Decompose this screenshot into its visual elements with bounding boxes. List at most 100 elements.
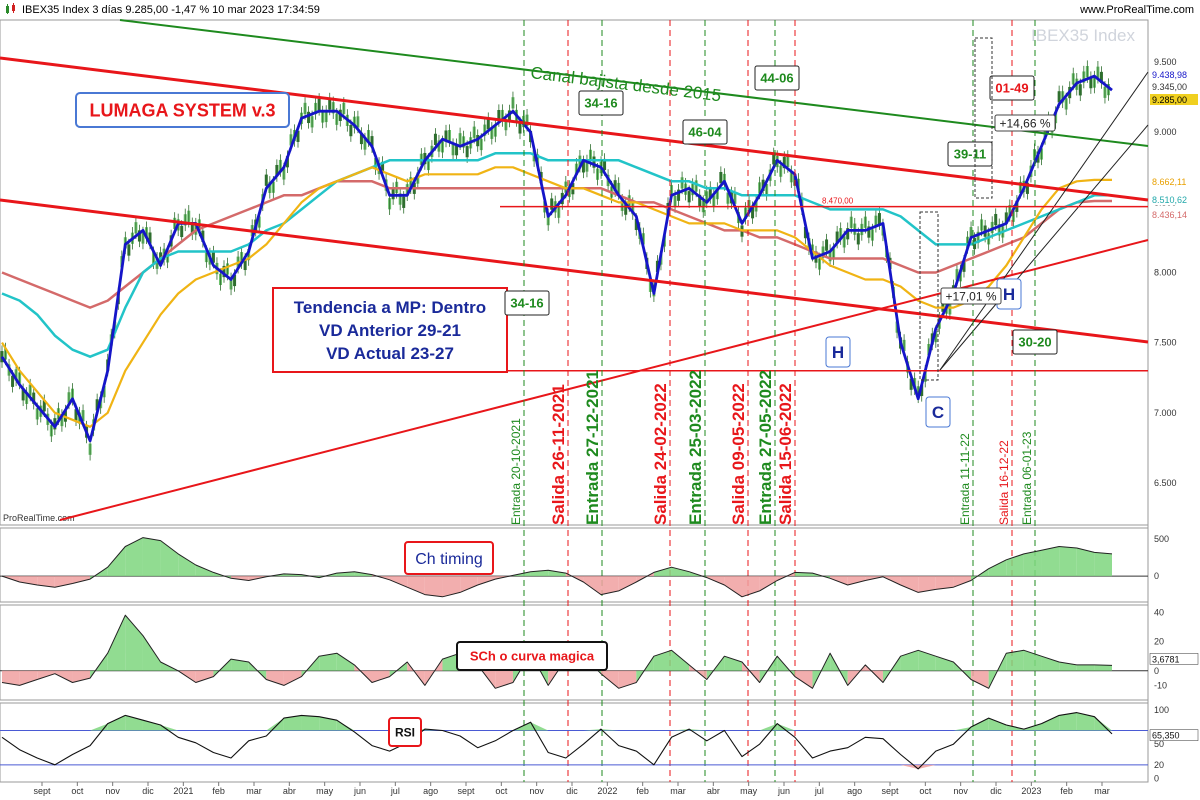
price-label-bg (1150, 81, 1198, 92)
ma-short-line (1, 166, 1112, 428)
ma-long-line (1, 180, 1112, 309)
pct-gain-box-frame (994, 114, 1056, 132)
rsi-line (1, 712, 1113, 770)
rsi-overbought-fill (1041, 715, 1060, 731)
ch-timing-area-segment (548, 570, 566, 577)
sch-area-segment (1041, 656, 1060, 671)
rsi-overbought-fill (689, 729, 707, 731)
sch-area-segment (706, 656, 725, 680)
instrument-title: IBEX35 Index 3 días 9.285,00 -1,47 % 10 … (22, 4, 320, 16)
cycle-letter-box-frame (825, 336, 851, 368)
ch-timing-area-segment (900, 576, 919, 593)
pct-gain-box-frame (940, 287, 1002, 305)
measure-rect (919, 211, 939, 381)
signal-count-box: 39-11 (947, 141, 993, 167)
sch-area-segment (319, 653, 337, 671)
sch-area-segment (794, 670, 813, 689)
system-title-box: LUMAGA SYSTEM v.3 (75, 92, 290, 128)
sch-axis-tick: -10 (1154, 680, 1167, 690)
cycle-letter-box-text: H (1003, 285, 1015, 304)
system-title-box-frame (75, 92, 290, 128)
ch-timing-area-segment (37, 576, 55, 588)
x-axis-tick-label: may (740, 786, 758, 796)
rsi-overbought-fill (530, 722, 549, 731)
sch-area-segment (724, 656, 742, 671)
sch-label-box-frame (456, 641, 608, 671)
x-axis-tick-label: oct (495, 786, 508, 796)
price-label: 9.438,98 (1152, 70, 1187, 80)
entry-signal-label: Entrada 11-11-22 (958, 433, 972, 525)
rsi-value-label: 65,350 (1152, 731, 1180, 741)
trend-box-frame (272, 287, 508, 373)
sch-area-segment (142, 635, 161, 671)
channel-label: Canal bajista desde 2015 (530, 63, 723, 105)
sch-area-segment (1094, 664, 1112, 671)
sch-area-segment (72, 670, 91, 683)
ch-timing-axis-tick: 0 (1154, 571, 1159, 581)
sch-area-segment (195, 670, 214, 683)
entry-signal-label: Entrada 06-01-23 (1020, 431, 1034, 525)
ch-timing-area-segment (477, 576, 496, 585)
sch-area-segment (336, 653, 355, 671)
sch-area-segment (2, 670, 20, 686)
cycle-letter-box: H (825, 336, 851, 368)
entry-signal-label: Entrada 27-12-2021 (583, 370, 602, 525)
x-axis-tick-label: nov (105, 786, 120, 796)
x-axis-tick-label: jul (390, 786, 400, 796)
price-label-bg (1150, 194, 1198, 205)
signal-count-box: 30-20 (1012, 329, 1058, 355)
sch-area-segment (900, 650, 919, 671)
brand-link[interactable]: www.ProRealTime.com (1080, 4, 1194, 16)
pct-gain-box-text: +14,66 % (999, 116, 1050, 130)
x-axis-tick-label: 2023 (1021, 786, 1041, 796)
sch-area-segment (266, 670, 284, 686)
signal-count-box-frame (1012, 329, 1058, 355)
signal-count-box-text: 44-06 (760, 71, 793, 86)
cycle-letter-box-text: C (932, 403, 944, 422)
ch-timing-area-segment (653, 567, 672, 577)
sch-area-segment (918, 650, 936, 671)
trend-box-line: Tendencia a MP: Dentro (294, 298, 486, 317)
sch-area-segment (372, 670, 390, 683)
price-axis-tick: 8.000 (1154, 268, 1177, 278)
rsi-overbought-fill (777, 723, 795, 731)
ch-timing-area-segment (742, 576, 760, 597)
rise-trend-line (939, 71, 1149, 371)
ch-timing-area-segment (988, 559, 1007, 577)
sch-area-segment (1076, 664, 1095, 671)
signal-count-box-frame (989, 75, 1035, 101)
bearish-channel-green-line (119, 19, 1149, 147)
ch-timing-area-segment (1023, 550, 1042, 577)
footer-brand: ProRealTime.com (3, 513, 75, 523)
price-axis-tick: 7.000 (1154, 408, 1177, 418)
sch-area-segment (283, 670, 302, 686)
signal-count-box: 46-04 (682, 119, 728, 145)
x-axis-tick-label: may (316, 786, 334, 796)
x-axis-tick-label: feb (1060, 786, 1073, 796)
sch-value-bg (1149, 653, 1199, 665)
x-axis-tick-label: nov (953, 786, 968, 796)
ch-timing-area-segment (213, 572, 232, 579)
ch-timing-area-segment (107, 546, 126, 577)
ch-timing-area-segment (918, 576, 936, 593)
ch-timing-label-box: Ch timing (404, 541, 494, 575)
rsi-overbought-fill (319, 716, 337, 731)
rsi-label-box-frame (388, 717, 422, 747)
rsi-overbought-fill (160, 724, 179, 731)
price-label-bg (1150, 69, 1198, 80)
rsi-overbought-fill (1094, 716, 1112, 731)
sch-axis-tick: 0 (1154, 666, 1159, 676)
rsi-overbought-fill (601, 729, 619, 731)
signal-count-box-text: 01-49 (995, 81, 1028, 96)
rise-trend-line-2 (939, 124, 1149, 371)
ch-timing-area-segment (759, 576, 778, 591)
level-label: 8.470,00 (822, 197, 854, 206)
sch-area-segment (231, 659, 249, 671)
rsi-value-bg (1149, 729, 1199, 741)
ch-timing-area-segment (724, 576, 742, 597)
ch-timing-area-segment (583, 576, 602, 595)
ch-timing-area-segment (671, 567, 690, 577)
x-axis-tick-label: nov (529, 786, 544, 796)
